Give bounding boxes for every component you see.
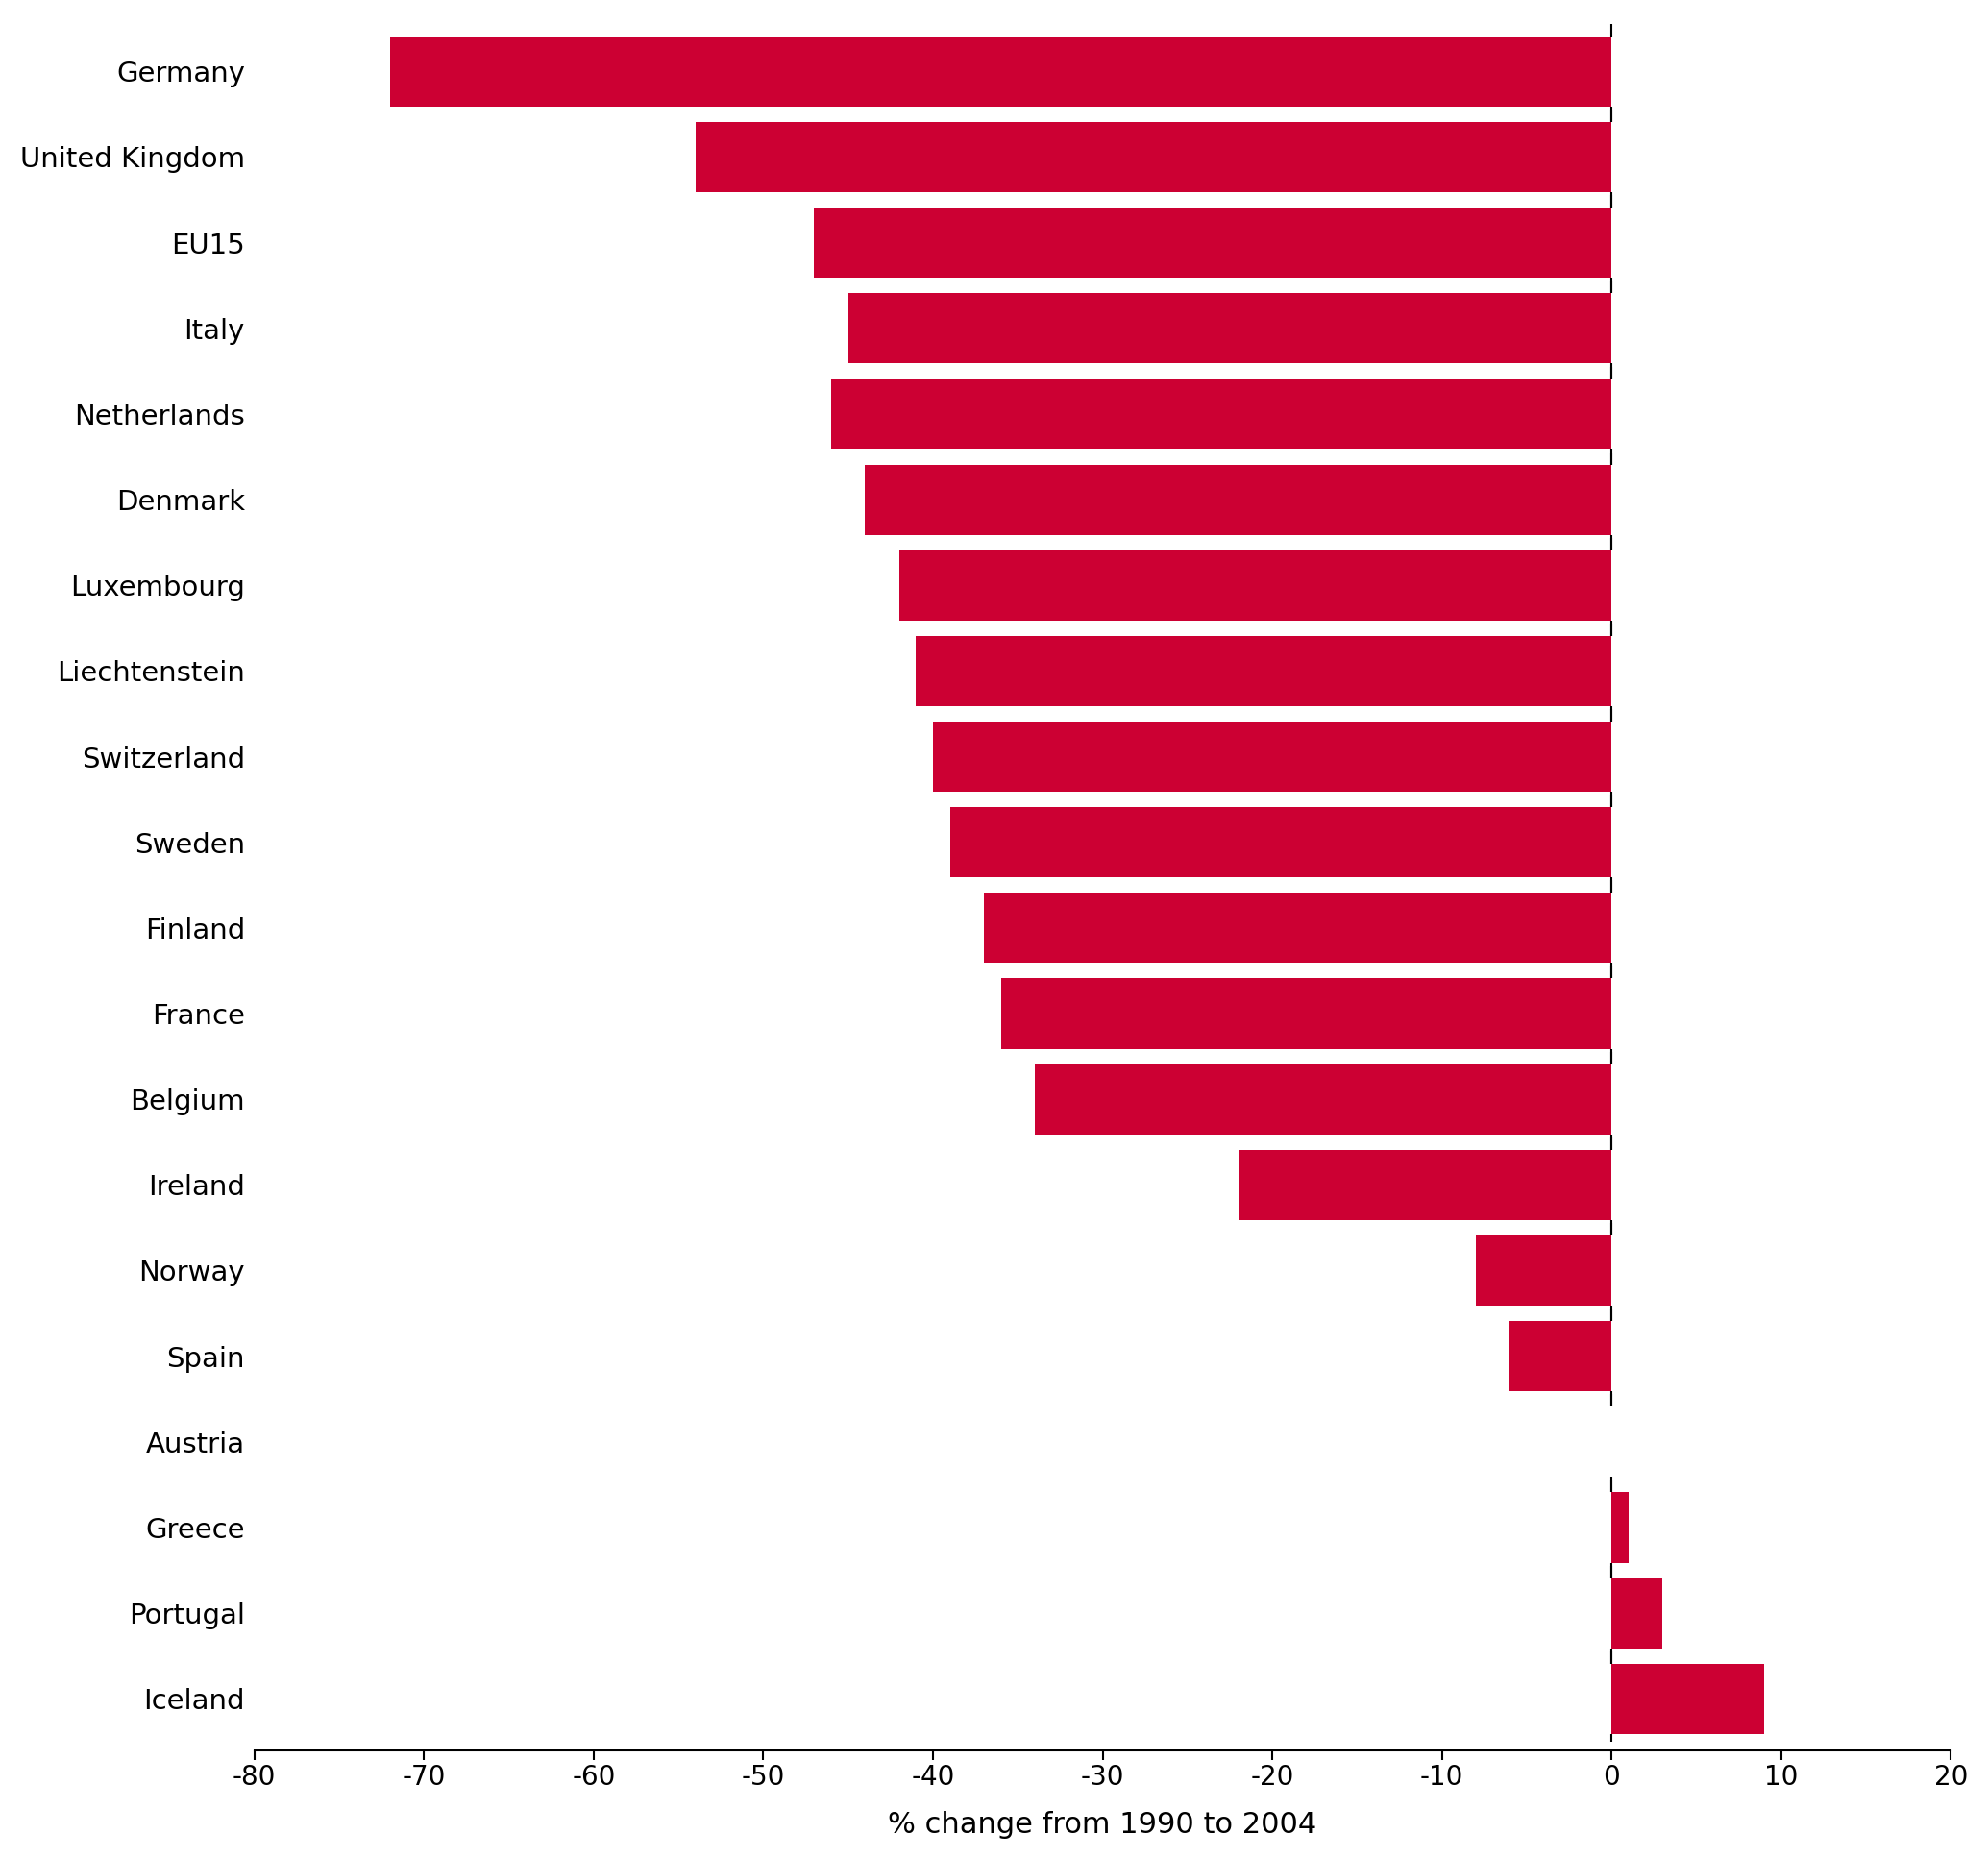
- Bar: [865, 465, 1612, 535]
- Bar: [696, 123, 1612, 191]
- Bar: [1000, 978, 1612, 1048]
- Bar: [831, 379, 1612, 450]
- Bar: [916, 636, 1612, 706]
- Bar: [849, 294, 1612, 364]
- Bar: [1612, 1664, 1765, 1734]
- Bar: [1509, 1322, 1612, 1391]
- Bar: [1612, 1578, 1662, 1649]
- Bar: [1239, 1149, 1612, 1220]
- X-axis label: % change from 1990 to 2004: % change from 1990 to 2004: [889, 1811, 1316, 1839]
- Bar: [899, 550, 1612, 621]
- Bar: [932, 721, 1612, 792]
- Bar: [984, 892, 1612, 963]
- Bar: [950, 807, 1612, 877]
- Bar: [390, 37, 1612, 106]
- Bar: [1612, 1493, 1628, 1563]
- Bar: [1036, 1063, 1612, 1134]
- Bar: [815, 208, 1612, 277]
- Bar: [1475, 1236, 1612, 1305]
